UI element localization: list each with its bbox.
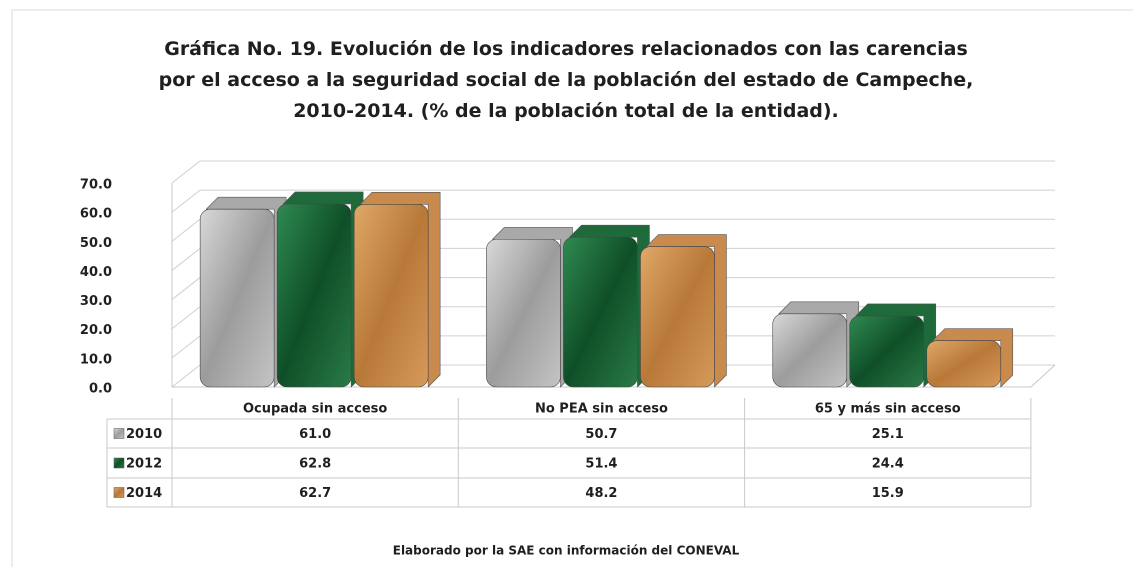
table-value: 61.0 bbox=[299, 427, 331, 442]
bar bbox=[353, 203, 429, 388]
legend-key bbox=[113, 487, 125, 498]
table-value: 48.2 bbox=[585, 486, 617, 501]
grid-line bbox=[171, 364, 201, 388]
table-value: 50.7 bbox=[585, 427, 617, 442]
grid-line bbox=[171, 335, 201, 359]
bar bbox=[849, 315, 925, 388]
legend-key bbox=[113, 457, 125, 469]
x-tick-label: No PEA sin acceso bbox=[535, 402, 668, 417]
bar bbox=[926, 340, 1002, 388]
bar-depth bbox=[646, 234, 727, 388]
legend-key bbox=[113, 428, 125, 439]
legend-label: 2010 bbox=[126, 427, 162, 442]
chart-title: Gráfica No. 19. Evolución de los indicad… bbox=[158, 38, 974, 122]
y-tick-label: 50.0 bbox=[80, 236, 112, 251]
bar bbox=[486, 238, 561, 388]
grid-line bbox=[171, 160, 201, 184]
grid-line bbox=[171, 277, 201, 300]
grid-line bbox=[171, 248, 201, 271]
source-note: Elaborado por la SAE con información del… bbox=[393, 544, 740, 558]
legend-label: 2012 bbox=[126, 457, 162, 472]
bar bbox=[640, 246, 715, 388]
chart-frame bbox=[11, 9, 1133, 567]
y-tick-label: 40.0 bbox=[80, 265, 112, 280]
x-tick-label: 65 y más sin acceso bbox=[815, 402, 961, 417]
grid-line bbox=[171, 218, 201, 242]
bar bbox=[199, 208, 275, 388]
x-tick-label: Ocupada sin acceso bbox=[243, 402, 387, 417]
bar-depth bbox=[932, 328, 1014, 388]
table-value: 25.1 bbox=[872, 427, 904, 442]
y-tick-label: 60.0 bbox=[80, 207, 112, 222]
grid-line bbox=[171, 189, 201, 213]
table-value: 51.4 bbox=[585, 457, 617, 472]
table-value: 24.4 bbox=[872, 457, 904, 472]
axis-line bbox=[1030, 364, 1056, 388]
grid-line bbox=[171, 306, 201, 330]
legend-label: 2014 bbox=[126, 486, 162, 501]
y-tick-label: 30.0 bbox=[80, 294, 112, 309]
y-tick-label: 70.0 bbox=[80, 178, 112, 193]
bar bbox=[563, 236, 638, 388]
bar bbox=[772, 313, 848, 388]
bar bbox=[276, 203, 352, 388]
y-tick-label: 0.0 bbox=[89, 382, 112, 397]
y-tick-label: 20.0 bbox=[80, 323, 112, 338]
y-tick-label: 10.0 bbox=[80, 352, 112, 367]
bar-depth bbox=[359, 191, 441, 388]
table-value: 62.7 bbox=[299, 486, 331, 501]
table-value: 15.9 bbox=[872, 486, 904, 501]
table-value: 62.8 bbox=[299, 457, 331, 472]
